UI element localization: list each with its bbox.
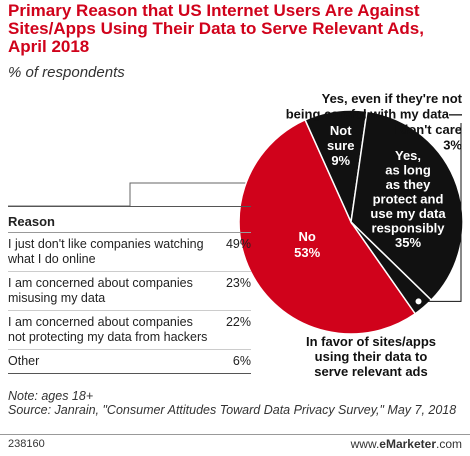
slice-yes-dont-care <box>350 221 433 315</box>
chart-title: Primary Reason that US Internet Users Ar… <box>8 1 424 56</box>
footer-source: Source: Janrain, "Consumer Attitudes Tow… <box>8 403 457 417</box>
reason-row: I am concerned about companies misusing … <box>8 272 251 311</box>
slice-marker <box>414 297 423 306</box>
slice-yes-protect <box>350 110 464 302</box>
brand-prefix: www. <box>350 437 380 451</box>
slice-label-no: No 53% <box>294 229 320 260</box>
slice-leader-line <box>421 123 462 302</box>
reason-label: I just don't like companies watching wha… <box>8 237 204 266</box>
slice-label-yes-dont-care: Yes, even if they're not being careful wi… <box>286 91 463 153</box>
pie-annotation: In favor of sites/apps using their data t… <box>306 334 436 379</box>
brand-name: eMarketer <box>379 437 436 451</box>
reason-value: 6% <box>232 354 251 368</box>
reason-value: 22% <box>225 315 251 329</box>
reason-row: Other 6% <box>8 350 251 373</box>
chart-footer: Note: ages 18+ Source: Janrain, "Consume… <box>8 389 463 417</box>
brand-url: www.eMarketer.com <box>351 437 462 451</box>
reason-value: 49% <box>225 237 251 251</box>
slice-label-yes-protect: Yes, as long as they protect and use my data… <box>370 148 446 250</box>
reason-row: I am concerned about companies not prote… <box>8 311 251 350</box>
pie-chart: No 53% Not sure 9% Yes, as long as they protect … <box>8 91 464 379</box>
reason-value: 23% <box>225 276 251 290</box>
chart-id: 238160 <box>8 438 45 450</box>
reason-label: Other <box>8 354 40 368</box>
leader-line <box>8 182 258 207</box>
chart-subtitle: % of respondents <box>8 64 125 81</box>
footer-note: Note: ages 18+ <box>8 389 94 403</box>
slice-label-not-sure: Not sure 9% <box>327 123 354 168</box>
reason-row: I just don't like companies watching wha… <box>8 233 251 272</box>
footer-divider <box>0 434 470 435</box>
reason-table: Reason I just don't like companies watch… <box>8 206 251 374</box>
reason-label: I am concerned about companies not prote… <box>8 315 208 344</box>
reason-table-header: Reason <box>8 207 251 233</box>
brand-suffix: .com <box>435 437 462 451</box>
slice-no <box>238 118 417 335</box>
reason-label: I am concerned about companies misusing … <box>8 276 193 305</box>
